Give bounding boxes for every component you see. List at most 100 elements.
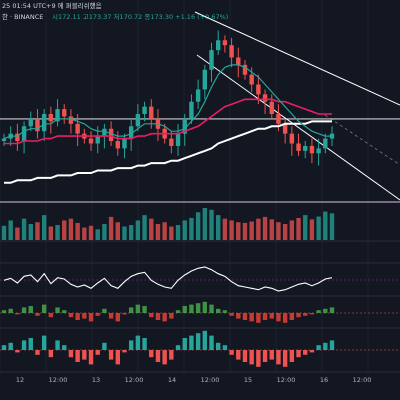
- trend-line-dashed: [324, 114, 400, 166]
- candle-body: [296, 143, 301, 151]
- time-axis-label: 12: [16, 376, 24, 384]
- header-timestamp: 25 01:54 UTC+9 에 퍼블리쉬했음: [2, 1, 102, 10]
- oscillator-bar: [249, 313, 254, 322]
- volume-bar: [249, 221, 254, 240]
- histogram-bar: [309, 350, 315, 353]
- candle-body: [202, 69, 208, 90]
- oscillator-bar: [35, 313, 40, 316]
- oscillator-bar: [128, 307, 134, 313]
- histogram-bar: [169, 350, 174, 360]
- oscillator-bar: [15, 313, 20, 315]
- grid: [0, 0, 369, 372]
- candle-body: [303, 145, 308, 151]
- candle-body: [262, 94, 268, 102]
- volume-bar: [309, 219, 315, 240]
- time-axis-label: 12:00: [49, 376, 68, 384]
- candle-body: [222, 40, 228, 46]
- oscillator-bar: [82, 313, 87, 319]
- oscillator-bar: [216, 308, 221, 313]
- oscillator-bar: [8, 308, 13, 313]
- oscillator-bar: [276, 313, 281, 322]
- time-axis[interactable]: 12 12:00 13 12:00 14 12:00 15 12:00 16 12:00: [16, 376, 372, 384]
- histogram-bar: [1, 345, 7, 350]
- trend-line-lower[interactable]: [196, 54, 400, 201]
- oscillator-bar: [142, 306, 147, 313]
- oscillator-bar: [108, 313, 114, 319]
- candle-body: [195, 89, 201, 102]
- candle-body: [309, 145, 315, 154]
- histogram-bar: [55, 340, 60, 350]
- volume-bar: [8, 220, 13, 240]
- oscillator-bar: [296, 313, 301, 318]
- candle-body: [135, 114, 141, 127]
- histogram-bar: [209, 335, 214, 350]
- oscillator-bar: [41, 304, 47, 313]
- candle-body: [289, 133, 295, 144]
- candle-body: [1, 138, 7, 142]
- candle-body: [209, 50, 214, 70]
- volume-bar: [21, 218, 27, 240]
- histogram-bar: [216, 342, 221, 350]
- oscillator-bar: [303, 313, 308, 316]
- volume-bar: [216, 215, 221, 240]
- volume-bar: [169, 226, 174, 240]
- volume-bar: [135, 220, 141, 240]
- candle-body: [316, 148, 321, 154]
- candle-body: [108, 128, 114, 142]
- rsi-line: [3, 266, 333, 292]
- oscillator-bar: [175, 310, 181, 313]
- histogram-bar: [102, 342, 107, 350]
- histogram-bar: [262, 350, 268, 362]
- histogram-bar: [162, 350, 167, 365]
- histogram-bar: [115, 350, 120, 365]
- volume-bar: [276, 222, 281, 240]
- candle-body: [269, 101, 274, 114]
- histogram-bar: [88, 350, 94, 365]
- volume-bar: [35, 222, 40, 240]
- volume-bar: [329, 213, 335, 240]
- histogram-bar: [62, 345, 67, 350]
- candle-body: [142, 106, 147, 114]
- histogram-bar: [189, 335, 194, 350]
- histogram-bar: [195, 333, 201, 350]
- volume-bar: [155, 224, 161, 240]
- histogram-bar: [35, 350, 40, 355]
- oscillator-bar: [229, 313, 234, 316]
- time-axis-label: 13: [92, 376, 100, 384]
- oscillator-bar: [68, 313, 74, 318]
- histogram-bar: [323, 342, 328, 350]
- candle-body: [41, 114, 47, 132]
- histogram-bar: [303, 350, 308, 355]
- candle-body: [128, 126, 134, 139]
- oscillator-pane: [0, 301, 400, 323]
- volume-bar: [48, 226, 54, 240]
- histogram-bar: [276, 350, 281, 365]
- histogram-bar: [122, 350, 127, 353]
- candle-body: [115, 141, 120, 149]
- oscillator-bar: [202, 301, 208, 313]
- oscillator-bar: [269, 313, 274, 319]
- histogram-bar: [155, 350, 161, 362]
- time-axis-label: 16: [320, 376, 328, 384]
- histogram-bar: [28, 338, 33, 350]
- histogram-bar: [128, 340, 134, 350]
- volume-bar: [55, 225, 60, 240]
- oscillator-bar: [182, 306, 187, 313]
- trend-line-upper[interactable]: [194, 11, 400, 106]
- candle-body: [236, 57, 241, 65]
- header-exchange: 한 · BINANCE: [2, 13, 43, 21]
- time-axis-label: 14: [168, 376, 176, 384]
- volume-bar: [303, 215, 308, 240]
- oscillator-bar: [155, 313, 161, 320]
- candle-body: [75, 123, 80, 134]
- candle-body: [149, 106, 154, 119]
- histogram-bar: [289, 350, 295, 362]
- oscillator-bar: [316, 310, 321, 313]
- header-ohlc: 시172.11 고173.37 저170.72 종173.30 +1.16 (+…: [52, 12, 228, 21]
- candle-body: [282, 123, 288, 134]
- oscillator-bar: [149, 313, 154, 318]
- histogram-pane: [0, 330, 400, 367]
- volume-bar: [282, 224, 288, 240]
